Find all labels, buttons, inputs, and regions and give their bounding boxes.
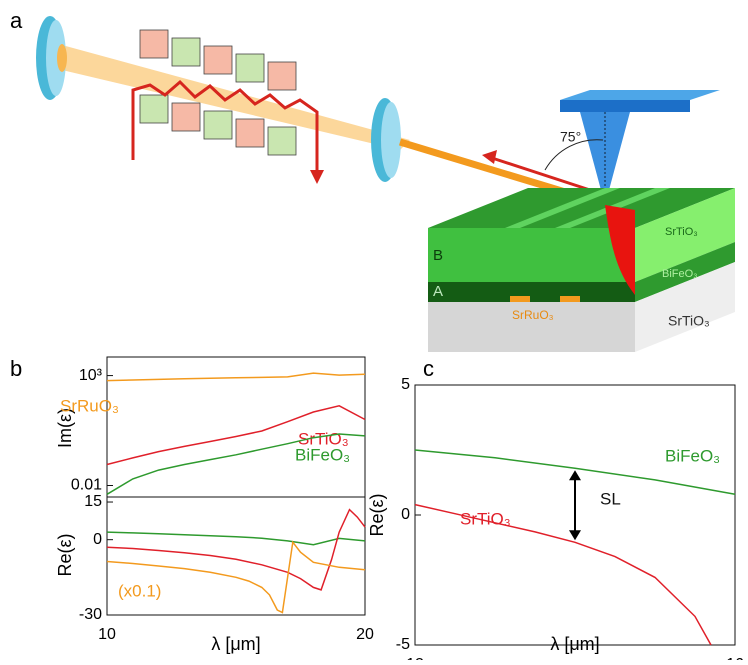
optics — [36, 16, 600, 208]
annotation: SL — [600, 489, 621, 508]
line — [414, 449, 736, 495]
y-axis-label: Re(ε) — [367, 493, 387, 536]
y-tick-label: 5 — [401, 376, 410, 393]
diagram-label: A — [433, 283, 443, 300]
series-label: BiFeO₃ — [665, 446, 720, 465]
diagram-label: SrRuO₃ — [512, 308, 554, 322]
y-tick-label: 0 — [93, 531, 102, 548]
diagram-label: BiFeO₃ — [662, 268, 698, 280]
afm-tip — [544, 90, 720, 205]
diagram-label: 75° — [560, 129, 581, 145]
sample — [428, 188, 735, 352]
plot-frame — [106, 496, 366, 616]
y-tick-label: 0.01 — [71, 477, 102, 494]
diagram-label: SrTiO₃ — [665, 226, 698, 238]
x-tick-label: 16 — [726, 656, 744, 660]
line — [106, 433, 366, 495]
y-axis-label: Re(ε) — [55, 533, 75, 576]
line — [106, 372, 366, 382]
x-axis-label: λ [μm] — [211, 634, 260, 654]
x-axis-label: λ [μm] — [550, 634, 599, 654]
series-label: BiFeO₃ — [295, 445, 350, 464]
line — [106, 508, 366, 591]
line — [414, 503, 712, 646]
y-axis-label: Im(ε) — [55, 408, 75, 448]
arrow-head — [569, 470, 581, 481]
line — [106, 405, 366, 466]
series-label: SrTiO₃ — [460, 509, 511, 528]
x-tick-label: 12 — [406, 656, 424, 660]
x-tick-label: 10 — [98, 626, 116, 643]
diagram-label: B — [433, 247, 443, 264]
panel-label: b — [10, 356, 22, 381]
panel-label: c — [423, 356, 434, 381]
line — [106, 540, 366, 614]
y-tick-label: -5 — [396, 636, 410, 653]
y-tick-label: 15 — [84, 493, 102, 510]
series-label: SrRuO₃ — [60, 396, 119, 415]
y-tick-label: 0 — [401, 506, 410, 523]
y-tick-label: -30 — [79, 606, 102, 623]
annotation: (x0.1) — [118, 581, 161, 600]
line — [106, 531, 366, 546]
panel-label: a — [10, 8, 23, 33]
y-tick-label: 10³ — [79, 367, 103, 384]
arrow-head — [569, 530, 581, 541]
x-tick-label: 20 — [356, 626, 374, 643]
diagram-label: SrTiO₃ — [668, 313, 710, 329]
